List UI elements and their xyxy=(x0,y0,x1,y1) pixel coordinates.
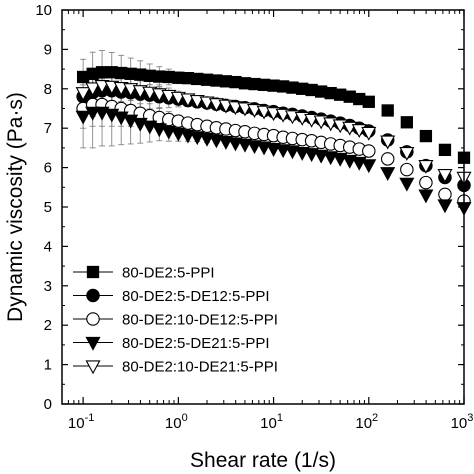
x-tick-label: 100 xyxy=(165,412,188,432)
data-point xyxy=(284,110,301,125)
legend-label: 80-DE2:10-DE12:5-PPI xyxy=(122,312,278,329)
legend-item: 80-DE2:5-PPI xyxy=(73,265,215,282)
y-tick-label: 7 xyxy=(44,120,52,137)
data-point xyxy=(381,104,394,117)
data-point xyxy=(419,129,433,143)
y-tick-label: 2 xyxy=(44,317,52,334)
data-point xyxy=(75,110,91,125)
legend-label: 80-DE2:5-DE21:5-PPI xyxy=(122,335,270,352)
y-tick-label: 5 xyxy=(44,199,52,216)
legend-item: 80-DE2:10-DE21:5-PPI xyxy=(73,359,278,376)
data-point xyxy=(85,82,101,97)
data-point xyxy=(380,135,396,150)
data-point xyxy=(284,145,301,160)
legend-label: 80-DE2:10-DE21:5-PPI xyxy=(122,359,278,376)
y-tick-label: 10 xyxy=(35,2,52,19)
data-point xyxy=(189,131,205,146)
y-tick-label: 8 xyxy=(44,81,52,98)
data-point xyxy=(94,79,110,94)
data-point xyxy=(400,116,413,129)
data-point xyxy=(399,146,415,161)
y-tick-label: 9 xyxy=(44,41,52,58)
data-point xyxy=(380,152,395,166)
x-axis-title: Shear rate (1/s) xyxy=(190,449,336,472)
series-80-de2-5-de21-5-ppi xyxy=(75,106,472,217)
y-tick-label: 4 xyxy=(44,238,52,255)
legend-label: 80-DE2:5-PPI xyxy=(122,265,215,282)
axes: 0 1 2 3 4 5 6 7 8 9 10 10-1 100 101 102 103 xyxy=(35,2,473,432)
data-point xyxy=(362,95,375,108)
data-point xyxy=(437,169,453,183)
legend-marker xyxy=(85,336,101,351)
legend-item: 80-DE2:5-DE21:5-PPI xyxy=(73,335,270,352)
data-markers xyxy=(75,66,472,217)
legend-item: 80-DE2:5-DE12:5-PPI xyxy=(73,288,270,305)
data-point xyxy=(227,101,243,116)
data-point xyxy=(85,106,101,121)
data-point xyxy=(113,81,129,96)
data-point xyxy=(419,175,433,190)
legend-marker xyxy=(86,312,100,326)
data-point xyxy=(399,177,415,192)
x-tick-label: 103 xyxy=(451,412,474,432)
data-point xyxy=(266,143,282,157)
data-point xyxy=(361,126,377,141)
data-point xyxy=(437,199,453,214)
legend-marker xyxy=(86,288,100,303)
data-point xyxy=(438,143,452,157)
y-tick-label: 1 xyxy=(44,357,52,374)
y-axis-title: Dynamic viscosity (Pa·s) xyxy=(4,92,27,322)
legend-item: 80-DE2:10-DE12:5-PPI xyxy=(73,312,278,329)
y-tick-label: 6 xyxy=(44,160,52,177)
data-point xyxy=(361,159,377,174)
data-point xyxy=(75,87,91,101)
data-point xyxy=(362,144,376,158)
data-point xyxy=(418,189,434,204)
data-point xyxy=(418,159,434,174)
data-point xyxy=(400,162,414,177)
x-tick-label: 102 xyxy=(355,412,378,432)
x-tick-label: 10-1 xyxy=(68,412,94,432)
series-80-de2-10-de21-5-ppi xyxy=(75,79,472,186)
legend-marker xyxy=(85,360,101,375)
x-tick-label: 101 xyxy=(260,412,283,432)
data-point xyxy=(380,167,396,181)
legend-label: 80-DE2:5-DE12:5-PPI xyxy=(122,288,270,305)
y-tick-label: 0 xyxy=(44,396,52,413)
legend-marker xyxy=(86,265,100,279)
data-point xyxy=(189,94,205,109)
data-point xyxy=(438,187,452,202)
legend: 80-DE2:5-PPI 80-DE2:5-DE12:5-PPI 80-DE2:10… xyxy=(73,265,278,376)
y-tick-label: 3 xyxy=(44,278,52,295)
data-point xyxy=(227,137,243,152)
